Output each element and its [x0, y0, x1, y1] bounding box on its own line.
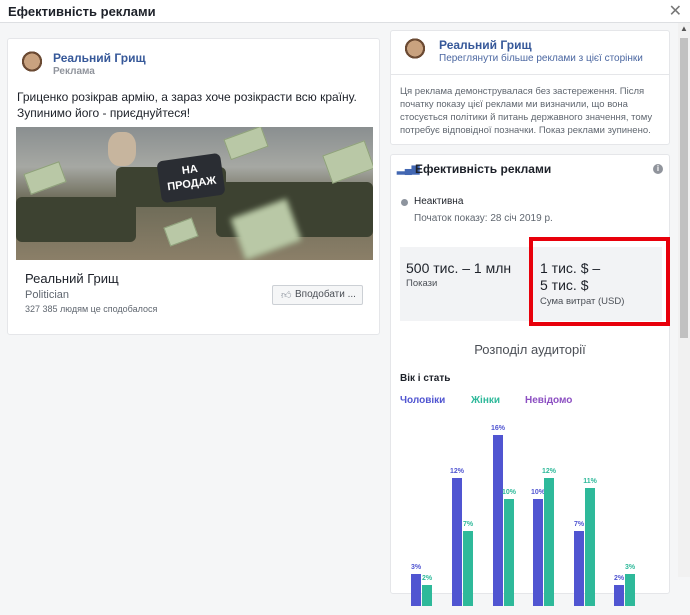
status-text: Неактивна [414, 196, 464, 207]
ad-text: Гриценко розікрав армію, а зараз хоче ро… [17, 90, 357, 120]
ad-page-name[interactable]: Реальний Грищ [53, 51, 146, 65]
performance-card: ▂▄▆ Ефективність реклами i Неактивна Поч… [390, 154, 670, 606]
bar-label: 11% [583, 478, 597, 486]
disclaimer-notice: Ця реклама демонструвалася без застереже… [400, 86, 653, 136]
bar-label: 7% [462, 521, 474, 529]
page-category: Politician [25, 289, 70, 301]
info-icon[interactable]: i [653, 164, 663, 174]
audience-title: Розподіл аудиторії [474, 342, 586, 357]
status-dot-icon [401, 199, 408, 206]
like-button-label: Вподобати ... [295, 289, 356, 300]
image-sign: НА ПРОДАЖ [156, 152, 226, 204]
chart-bars-icon: ▂▄▆ [397, 164, 420, 175]
bar-women-5 [625, 573, 635, 606]
ad-preview-card: Реальний Грищ Реклама Гриценко розікрав … [7, 38, 380, 335]
bar-men-2 [493, 434, 503, 606]
legend-men: Чоловіки [400, 395, 446, 406]
more-ads-link[interactable]: Переглянути більше реклами з цієї сторін… [439, 53, 643, 64]
bar-men-3 [533, 499, 543, 606]
likes-count: 327 385 людям це сподобалося [25, 304, 158, 314]
bar-women-2 [504, 499, 514, 606]
avatar [400, 35, 430, 65]
bar-women-1 [463, 531, 473, 606]
bar-label: 12% [449, 467, 464, 475]
side-page-name[interactable]: Реальний Грищ [439, 38, 532, 52]
bar-men-1 [452, 477, 462, 606]
spend-value-line1: 1 тис. $ – [540, 260, 601, 276]
spend-value-line2: 5 тис. $ [540, 277, 589, 293]
sponsored-label: Реклама [53, 66, 95, 77]
bar-men-4 [574, 531, 584, 606]
scroll-up-icon[interactable]: ▲ [680, 24, 688, 33]
age-gender-chart: 3% 12% 16% 10% 7% 2% 2% 7% 10% 12% 11% 3% [391, 415, 669, 615]
bar-label: 12% [541, 467, 556, 475]
spend-label: Сума витрат (USD) [540, 296, 625, 307]
dialog-title: Ефективність реклами [8, 4, 156, 19]
legend-unknown: Невідомо [525, 395, 573, 406]
impressions-value: 500 тис. – 1 млн [406, 260, 512, 276]
bar-label: 16% [490, 424, 505, 432]
bar-label: 3% [410, 563, 422, 571]
bar-men-5 [614, 584, 624, 606]
performance-title: Ефективність реклами [415, 162, 552, 176]
bar-label: 10% [501, 489, 516, 496]
bar-women-0 [422, 584, 432, 606]
thumbs-up-icon: 👍︎ [281, 290, 292, 301]
bar-label: 3% [624, 563, 636, 571]
footer-page-name[interactable]: Реальний Грищ [25, 271, 119, 286]
close-icon[interactable]: ✕ [668, 3, 682, 20]
bar-women-4 [585, 488, 595, 606]
bar-women-3 [544, 477, 554, 606]
bar-label: 2% [421, 574, 433, 582]
start-date: Початок показу: 28 січ 2019 р. [414, 213, 553, 224]
like-button[interactable]: 👍︎ Вподобати ... [272, 285, 363, 305]
bar-label: 7% [573, 521, 585, 529]
spend-highlight [529, 237, 670, 326]
scrollbar-thumb[interactable] [680, 38, 688, 338]
impressions-label: Покази [406, 278, 438, 289]
legend-women: Жінки [471, 395, 501, 406]
avatar [17, 48, 47, 78]
bar-label: 10% [530, 489, 545, 496]
dialog-header: Ефективність реклами ✕ [0, 0, 690, 23]
ad-image: НА ПРОДАЖ [16, 127, 373, 260]
age-gender-heading: Вік і стать [400, 373, 451, 384]
page-info-card: Реальний Грищ Переглянути більше реклами… [390, 30, 670, 145]
scrollbar[interactable]: ▲ [678, 23, 690, 577]
